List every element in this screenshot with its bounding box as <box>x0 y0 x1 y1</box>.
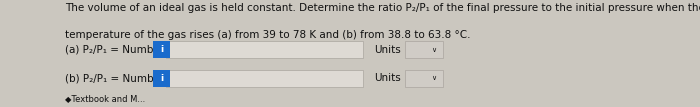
Text: Units: Units <box>374 45 400 55</box>
Bar <box>405 41 443 58</box>
Text: ∨: ∨ <box>431 47 436 53</box>
Bar <box>405 70 443 87</box>
Text: i: i <box>160 45 163 54</box>
Text: temperature of the gas rises (a) from 39 to 78 K and (b) from 38.8 to 63.8 °C.: temperature of the gas rises (a) from 39… <box>65 30 470 40</box>
Bar <box>153 41 170 58</box>
Text: i: i <box>160 74 163 83</box>
Text: ∨: ∨ <box>431 75 436 81</box>
Bar <box>166 41 363 58</box>
Text: (a) P₂/P₁ = Number: (a) P₂/P₁ = Number <box>65 45 164 55</box>
Text: Units: Units <box>374 73 400 83</box>
Bar <box>166 70 363 87</box>
Text: ◆Textbook and M...: ◆Textbook and M... <box>65 94 146 103</box>
Bar <box>153 70 170 87</box>
Text: The volume of an ideal gas is held constant. Determine the ratio P₂/P₁ of the fi: The volume of an ideal gas is held const… <box>65 3 700 13</box>
Text: (b) P₂/P₁ = Number: (b) P₂/P₁ = Number <box>65 73 164 83</box>
